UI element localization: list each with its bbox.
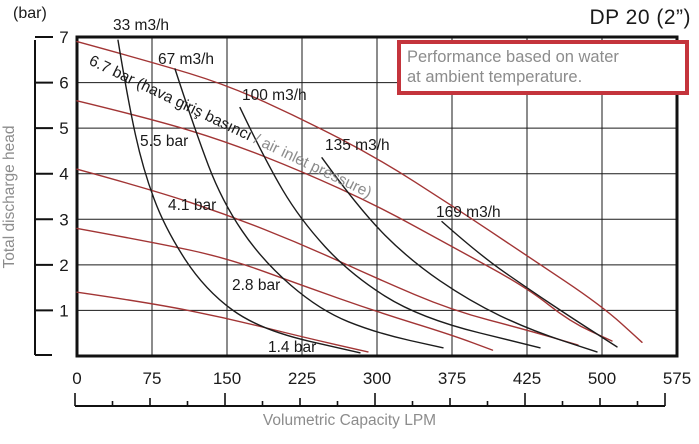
x-tick-label: 375: [438, 369, 466, 388]
curve-33-m3-h: [117, 39, 361, 354]
curve-135-m3-h: [321, 157, 598, 353]
curve-label: 2.8 bar: [232, 277, 280, 294]
y-axis-unit-label: (bar): [13, 5, 47, 22]
curve-label: 100 m3/h: [242, 87, 307, 104]
curve-100-m3-h: [239, 106, 541, 349]
curve-label: 67 m3/h: [158, 51, 214, 68]
x-tick-label: 500: [588, 369, 616, 388]
curve-2.8-bar: [76, 227, 494, 351]
curve-label: 1.4 bar: [268, 339, 316, 356]
y-tick-label: 6: [59, 74, 68, 93]
y-tick-label: 3: [59, 210, 68, 229]
x-tick-label: 425: [513, 369, 541, 388]
curve-label: 169 m3/h: [436, 204, 501, 221]
x-tick-label: 225: [288, 369, 316, 388]
x-tick-label: 150: [213, 369, 241, 388]
y-axis-caption: Total discharge head: [1, 125, 18, 269]
y-tick-label: 7: [59, 28, 68, 47]
y-tick-label: 5: [59, 119, 68, 138]
curve-169-m3-h: [441, 220, 618, 348]
page-title: DP 20 (2”): [589, 6, 691, 29]
curve-6.7-bar: [76, 40, 643, 343]
curve-label: 33 m3/h: [113, 17, 169, 34]
x-tick-label: 300: [363, 369, 391, 388]
y-tick-label: 2: [59, 256, 68, 275]
curve-label: 5.5 bar: [140, 133, 188, 150]
y-tick-label: 1: [59, 301, 68, 320]
curve-5.5-bar: [76, 100, 613, 342]
x-tick-label: 575: [663, 369, 691, 388]
performance-note-box: Performance based on water at ambient te…: [397, 40, 689, 96]
curve-1.4-bar: [76, 291, 369, 353]
plot-border: [75, 35, 679, 358]
x-axis-caption: Volumetric Capacity LPM: [262, 412, 437, 429]
note-line-1: Performance based on water: [407, 48, 619, 66]
x-tick-label: 0: [72, 369, 81, 388]
x-tick-label: 75: [143, 369, 162, 388]
curve-67-m3-h: [174, 68, 444, 349]
y-tick-label: 4: [59, 165, 68, 184]
air-inlet-pressure-annotation: 6.7 bar (hava giriş basıncı / air inlet …: [86, 52, 374, 201]
curve-label: 4.1 bar: [168, 197, 216, 214]
curve-label: 135 m3/h: [325, 137, 390, 154]
note-line-2: at ambient temperature.: [407, 68, 583, 87]
